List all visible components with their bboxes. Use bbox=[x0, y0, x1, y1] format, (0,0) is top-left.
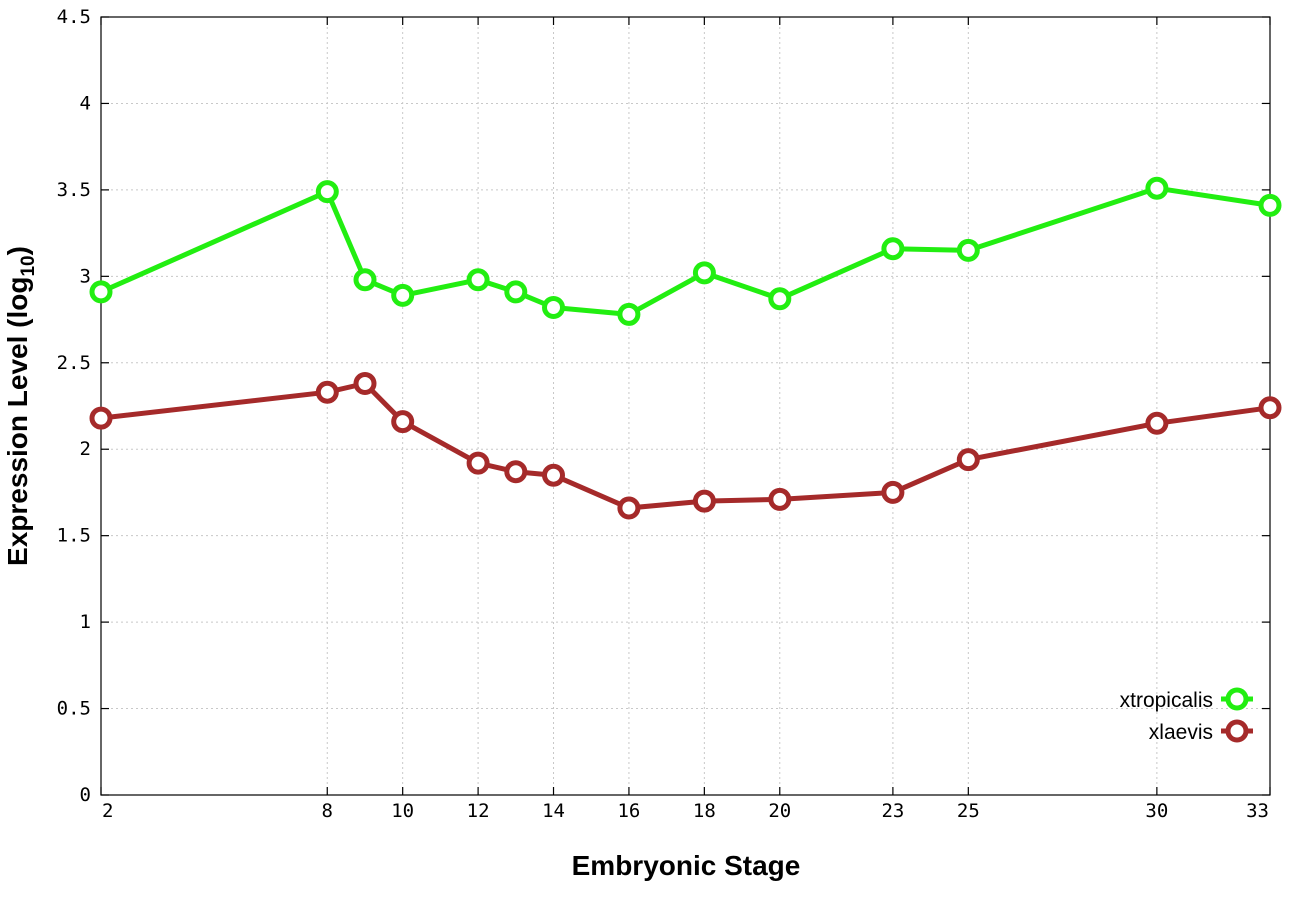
x-tick-label: 8 bbox=[322, 800, 333, 822]
data-point-xtropicalis bbox=[692, 261, 716, 285]
series-layer bbox=[89, 176, 1282, 520]
data-point-xlaevis bbox=[89, 406, 113, 430]
y-tick-label: 0 bbox=[80, 784, 91, 806]
plot-frame bbox=[100, 16, 1271, 796]
data-point-xlaevis bbox=[768, 487, 792, 511]
data-point-xtropicalis bbox=[1145, 176, 1169, 200]
y-tick-label: 4 bbox=[80, 92, 91, 114]
x-tick-label: 20 bbox=[768, 800, 791, 822]
x-tick-label: 14 bbox=[542, 800, 565, 822]
data-point-xlaevis bbox=[1258, 396, 1282, 420]
x-tick-label: 30 bbox=[1145, 800, 1168, 822]
legend-marker-xtropicalis bbox=[1225, 687, 1249, 711]
grid-lines bbox=[101, 17, 1270, 795]
data-point-xtropicalis bbox=[617, 302, 641, 326]
y-tick-label: 4.5 bbox=[57, 6, 91, 28]
y-tick-label: 3 bbox=[80, 265, 91, 287]
data-point-xlaevis bbox=[542, 463, 565, 487]
y-axis-title-subscript: 10 bbox=[18, 255, 39, 276]
x-tick-label: 23 bbox=[881, 800, 904, 822]
x-tick-label: 12 bbox=[467, 800, 490, 822]
series-xtropicalis bbox=[89, 176, 1282, 326]
legend-marker-xlaevis bbox=[1225, 719, 1249, 743]
data-point-xlaevis bbox=[353, 372, 377, 395]
x-axis-title: Embryonic Stage bbox=[572, 850, 801, 881]
legend-label-xlaevis: xlaevis bbox=[1149, 721, 1213, 744]
data-point-xlaevis bbox=[391, 410, 415, 434]
x-tick-label: 33 bbox=[1246, 800, 1269, 822]
y-tick-label: 2.5 bbox=[57, 352, 91, 374]
x-tick-label: 16 bbox=[617, 800, 640, 822]
data-point-xtropicalis bbox=[89, 280, 113, 304]
data-point-xtropicalis bbox=[956, 238, 980, 262]
data-point-xlaevis bbox=[315, 380, 339, 404]
x-tick-label: 25 bbox=[957, 800, 980, 822]
data-point-xtropicalis bbox=[1258, 193, 1282, 217]
legend-label-xtropicalis: xtropicalis bbox=[1120, 689, 1213, 712]
y-axis-title: Expression Level (log10) bbox=[2, 246, 39, 566]
data-point-xtropicalis bbox=[353, 268, 377, 292]
data-point-xtropicalis bbox=[768, 287, 792, 311]
y-tick-label: 3.5 bbox=[57, 179, 91, 201]
data-point-xlaevis bbox=[692, 489, 716, 513]
data-point-xlaevis bbox=[617, 496, 641, 520]
y-axis-title-close: ) bbox=[2, 246, 33, 255]
data-point-xlaevis bbox=[956, 448, 980, 472]
data-point-xtropicalis bbox=[315, 180, 339, 204]
data-point-xlaevis bbox=[466, 451, 490, 475]
data-point-xtropicalis bbox=[542, 296, 565, 319]
data-point-xtropicalis bbox=[504, 280, 528, 304]
data-point-xtropicalis bbox=[391, 283, 415, 307]
data-point-xlaevis bbox=[881, 480, 905, 504]
data-point-xlaevis bbox=[1145, 411, 1169, 435]
y-tick-label: 0.5 bbox=[57, 698, 91, 720]
data-point-xlaevis bbox=[504, 460, 528, 484]
data-point-xtropicalis bbox=[466, 268, 490, 292]
legend: xtropicalis xlaevis bbox=[1120, 687, 1253, 744]
x-tick-label: 10 bbox=[391, 800, 414, 822]
series-line-xlaevis bbox=[98, 381, 1273, 511]
y-axis-title-main: Expression Level (log bbox=[2, 277, 33, 566]
axis-ticks: 0 0.5 1 1.5 2 2.5 3 3.5 4 4.5 2 8 10 12 14 16 18 20 23 25 30… bbox=[57, 6, 1271, 822]
x-tick-label: 18 bbox=[693, 800, 716, 822]
y-tick-label: 1 bbox=[80, 611, 91, 633]
y-tick-label: 1.5 bbox=[57, 525, 91, 547]
series-xlaevis bbox=[89, 372, 1282, 520]
y-tick-label: 2 bbox=[80, 438, 91, 460]
data-point-xtropicalis bbox=[881, 237, 905, 261]
series-line-xtropicalis bbox=[98, 185, 1273, 317]
x-tick-label: 2 bbox=[102, 800, 113, 822]
